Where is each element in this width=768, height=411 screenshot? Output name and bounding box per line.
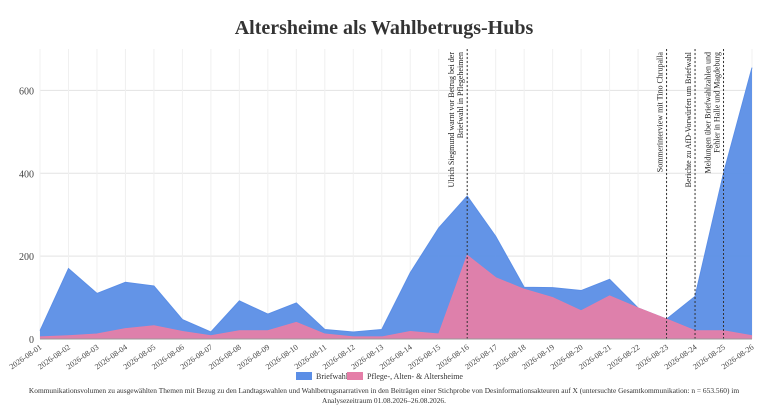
series-areas: [39, 67, 753, 339]
series-area: [40, 67, 752, 339]
annotation-label: Berichte zu AfD-Vorwürfen um Briefwahl: [684, 51, 693, 187]
annotation-label: Sommerinterview mit Tino Chrupalla: [656, 52, 665, 173]
legend: Briefwahl Pflege-, Alten- & Altersheime: [296, 372, 463, 381]
annotation-label: Briefwahl in Pflegeheimen: [456, 52, 465, 138]
series-line: [39, 254, 753, 338]
annotation-label: Fehler in Halle und Magdeburg: [713, 52, 722, 153]
annotation-label: Meldungen über Briefwahlzahlen und: [704, 52, 713, 174]
y-tick-label: 600: [19, 86, 34, 97]
legend-swatch: [347, 372, 363, 380]
y-tick-label: 200: [19, 252, 34, 263]
series-area: [40, 255, 752, 339]
x-tick-label: 2026-08-26: [720, 343, 756, 372]
legend-label: Briefwahl: [316, 372, 349, 381]
caption: Kommunikationsvolumen zu ausgewählten Th…: [29, 386, 739, 405]
y-tick-label: 0: [29, 335, 34, 346]
annotations: Ulrich Siegmund warnt vor Betrug bei der…: [447, 49, 725, 339]
caption-line: Kommunikationsvolumen zu ausgewählten Th…: [29, 386, 739, 395]
chart-title: Altersheime als Wahlbetrugs-Hubs: [235, 17, 534, 39]
legend-label: Pflege-, Alten- & Altersheime: [367, 372, 463, 381]
legend-swatch: [296, 372, 312, 380]
caption-line: Analysezeitraum 01.08.2026–26.08.2026.: [322, 396, 446, 405]
series-line: [39, 67, 753, 333]
annotation-label: Ulrich Siegmund warnt vor Betrug bei der: [447, 52, 456, 188]
y-tick-label: 400: [19, 169, 34, 180]
